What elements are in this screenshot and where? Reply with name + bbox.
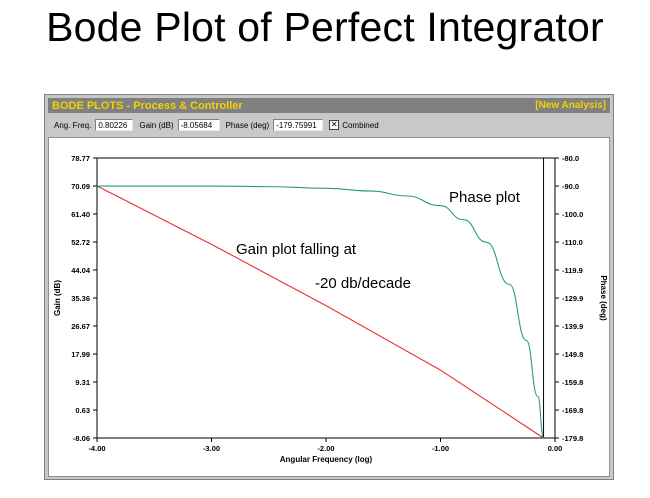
y-right-tick-label: -169.8 [562,406,583,415]
y-right-tick-label: -119.9 [562,266,583,275]
combined-checkbox[interactable]: ✕ [329,120,340,130]
x-tick-label: -1.00 [432,444,449,453]
phase-field[interactable]: -179.75991 [273,119,324,131]
y-right-tick-label: -110.0 [562,238,583,247]
y-left-tick-label: -8.06 [73,434,90,443]
ang-freq-field[interactable]: 0.80226 [95,119,134,131]
y-left-tick-label: 0.63 [75,406,90,415]
y-left-tick-label: 35.36 [71,294,90,303]
y-right-tick-label: -129.9 [562,294,583,303]
phase-annotation: Phase plot [449,189,521,206]
x-tick-label: -2.00 [317,444,334,453]
phase-label: Phase (deg) [225,120,270,130]
y-right-tick-label: -159.8 [562,378,583,387]
y-right-tick-label: -100.0 [562,210,583,219]
bode-window: BODE PLOTS - Process & Controller [New A… [44,94,614,480]
window-title-bar: BODE PLOTS - Process & Controller [New A… [48,98,610,113]
y-left-tick-label: 44.04 [71,266,91,275]
y-right-tick-label: -149.8 [562,350,583,359]
gain-annotation-line2: -20 db/decade [315,275,411,292]
window-title: BODE PLOTS - Process & Controller [52,99,243,112]
ang-freq-label: Ang. Freq. [54,120,92,130]
y-left-tick-label: 26.67 [71,322,90,331]
x-tick-label: -3.00 [203,444,220,453]
y-left-tick-label: 52.72 [71,238,90,247]
gain-series-line [96,185,544,439]
phase-series-line [97,185,545,439]
slide-title: Bode Plot of Perfect Integrator [46,4,604,50]
plot-area: 78.77 70.09 61.40 52.72 44.04 35.36 26.67 17.99… [48,137,610,477]
readout-toolbar: Ang. Freq. 0.80226 Gain (dB) -8.05684 Ph… [48,116,610,134]
combined-label: Combined [342,120,379,130]
bode-chart: 78.77 70.09 61.40 52.72 44.04 35.36 26.67 17.99… [53,154,608,464]
y-left-tick-label: 78.77 [71,154,90,163]
y-left-tick-label: 9.31 [75,378,90,387]
x-axis-label: Angular Frequency (log) [280,455,373,464]
gain-label: Gain (dB) [139,120,174,130]
y-right-tick-label: -139.9 [562,322,583,331]
y-right-axis-label: Phase (deg) [599,275,608,321]
new-analysis-link[interactable]: [New Analysis] [535,100,606,111]
y-right-tick-label: -80.0 [562,154,579,163]
x-tick-label: -4.00 [88,444,105,453]
gain-field[interactable]: -8.05684 [177,119,220,131]
x-tick-label: 0.00 [548,444,563,453]
gain-annotation-line1: Gain plot falling at [236,241,357,258]
y-left-tick-label: 61.40 [71,210,90,219]
y-left-tick-label: 70.09 [71,182,90,191]
y-left-axis-label: Gain (dB) [53,280,62,316]
y-right-tick-label: -90.0 [562,182,579,191]
y-right-tick-label: -179.8 [562,434,583,443]
y-left-tick-label: 17.99 [71,350,90,359]
